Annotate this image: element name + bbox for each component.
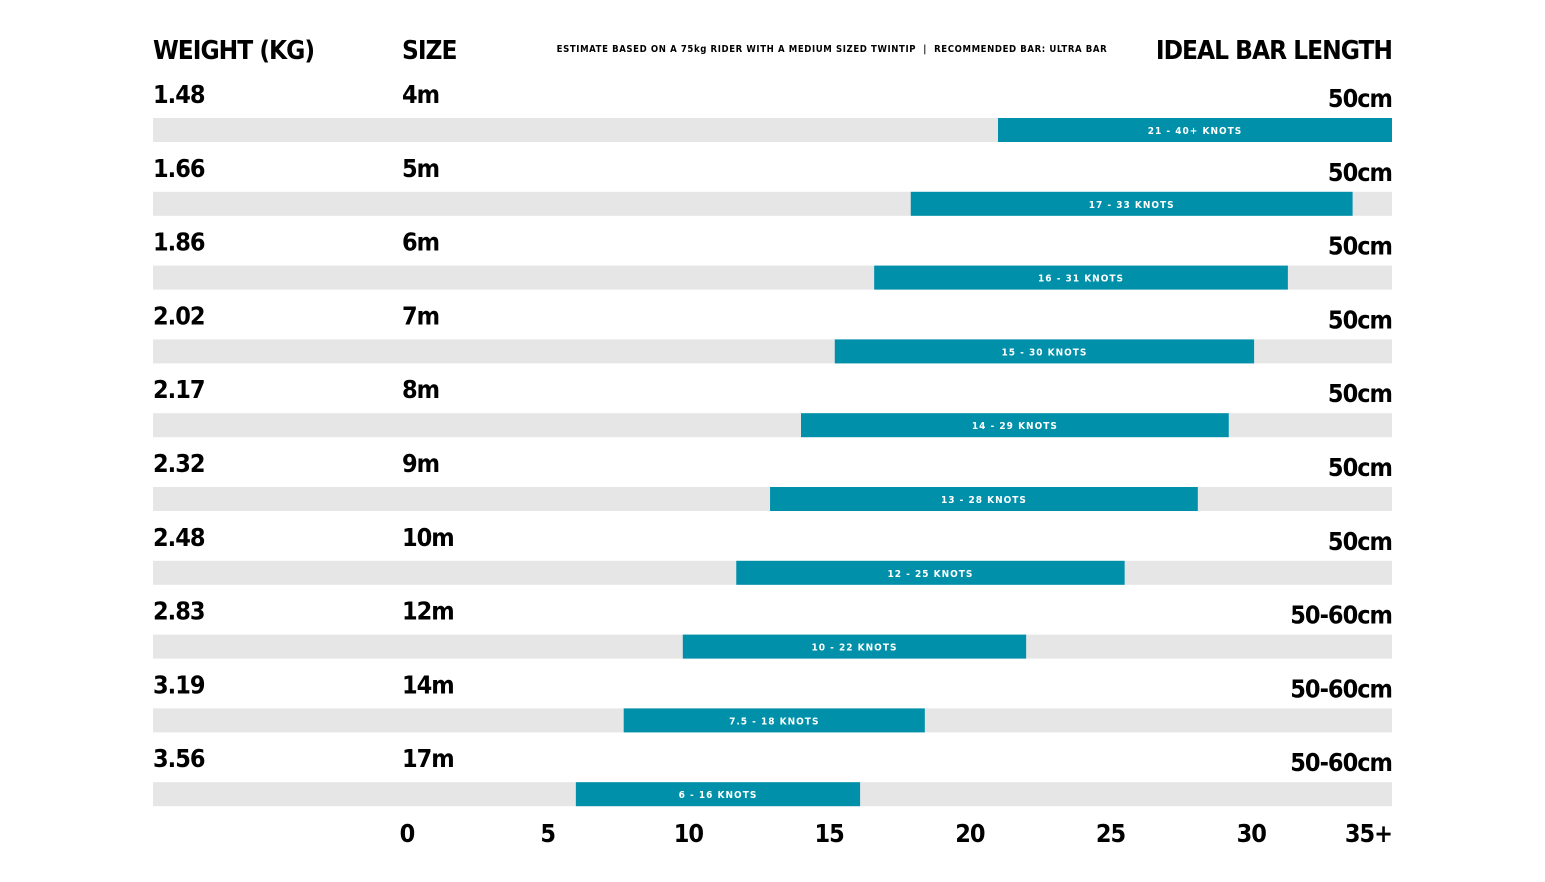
wind-range-bar [910,191,1353,216]
bar-length-value: 50cm [1328,232,1392,261]
size-value: 12m [402,597,454,626]
bar-length-value: 50cm [1328,305,1392,334]
bar-length-value: 50-60cm [1290,674,1392,703]
bar-length-value: 50-60cm [1290,601,1392,630]
wind-range-label: 7.5 - 18 KNOTS [729,716,819,727]
weight-value: 3.19 [153,670,205,699]
size-value: 14m [402,670,454,699]
bar-length-value: 50cm [1328,527,1392,556]
x-tick-label: 15 [814,819,844,848]
bar-length-value: 50-60cm [1290,748,1392,777]
wind-range-bar [623,708,925,733]
x-axis-ticks: 0 5 10 15 20 25 30 35+ [400,819,1393,848]
x-tick-label: 10 [674,819,704,848]
wind-range-label: 6 - 16 KNOTS [679,790,758,801]
wind-range-bar [874,265,1288,290]
wind-range-label: 13 - 28 KNOTS [941,495,1027,506]
wind-range-bar [801,413,1229,438]
kite-row-5m: 1.66 5m 50cm 17 - 33 KNOTS [153,154,1393,216]
x-tick-label: 20 [955,819,985,848]
x-tick-label: 5 [540,819,555,848]
kite-row-10m: 2.48 10m 50cm 12 - 25 KNOTS [153,523,1393,585]
size-value: 7m [402,301,439,330]
x-tick-label: 30 [1237,819,1267,848]
weight-value: 2.83 [153,597,205,626]
size-value: 9m [402,449,439,478]
size-column-header: SIZE [402,36,457,66]
wind-range-label: 17 - 33 KNOTS [1089,200,1175,211]
weight-value: 2.17 [153,375,205,404]
chart-rows: 1.48 4m 50cm 21 - 40+ KNOTS 1.66 5m 50cm 17 - 3… [153,80,1393,807]
weight-value: 1.48 [153,80,205,109]
x-tick-label: 25 [1096,819,1126,848]
bar-length-value: 50cm [1328,84,1392,113]
size-value: 4m [402,80,439,109]
wind-range-label: 12 - 25 KNOTS [887,569,973,580]
weight-value: 3.56 [153,744,205,773]
wind-range-bar [736,560,1125,585]
weight-column-header: WEIGHT (KG) [153,36,314,66]
size-value: 6m [402,228,439,257]
kite-row-6m: 1.86 6m 50cm 16 - 31 KNOTS [153,228,1393,290]
weight-value: 1.86 [153,228,205,257]
size-value: 17m [402,744,454,773]
kite-row-9m: 2.32 9m 50cm 13 - 28 KNOTS [153,449,1393,511]
size-value: 10m [402,523,454,552]
bar-length-value: 50cm [1328,158,1392,187]
estimate-note: ESTIMATE BASED ON A 75kg RIDER WITH A ME… [557,44,1108,55]
weight-value: 2.02 [153,301,205,330]
kite-row-8m: 2.17 8m 50cm 14 - 29 KNOTS [153,375,1393,438]
kite-row-17m: 3.56 17m 50-60cm 6 - 16 KNOTS [153,744,1393,807]
wind-range-label: 21 - 40+ KNOTS [1148,126,1242,137]
bar-length-value: 50cm [1328,453,1392,482]
wind-range-bar [998,118,1392,142]
wind-range-bar [770,487,1198,511]
weight-value: 1.66 [153,154,205,183]
kite-row-4m: 1.48 4m 50cm 21 - 40+ KNOTS [153,80,1393,142]
wind-range-label: 16 - 31 KNOTS [1038,274,1124,285]
weight-value: 2.32 [153,449,205,478]
x-tick-label: 0 [400,819,415,848]
wind-range-label: 10 - 22 KNOTS [812,643,898,654]
wind-range-bar [834,339,1255,364]
kite-row-12m: 2.83 12m 50-60cm 10 - 22 KNOTS [153,597,1393,659]
wind-range-label: 14 - 29 KNOTS [972,421,1058,432]
wind-range-label: 15 - 30 KNOTS [1001,347,1087,358]
weight-value: 2.48 [153,523,205,552]
kite-row-7m: 2.02 7m 50cm 15 - 30 KNOTS [153,301,1393,364]
kite-row-14m: 3.19 14m 50-60cm 7.5 - 18 KNOTS [153,670,1393,733]
wind-range-bar [682,634,1027,659]
size-value: 8m [402,375,439,404]
wind-range-bar [575,782,861,807]
bar-length-value: 50cm [1328,379,1392,408]
size-value: 5m [402,154,439,183]
bar-length-column-header: IDEAL BAR LENGTH [1156,36,1392,66]
x-tick-label: 35+ [1345,819,1392,848]
